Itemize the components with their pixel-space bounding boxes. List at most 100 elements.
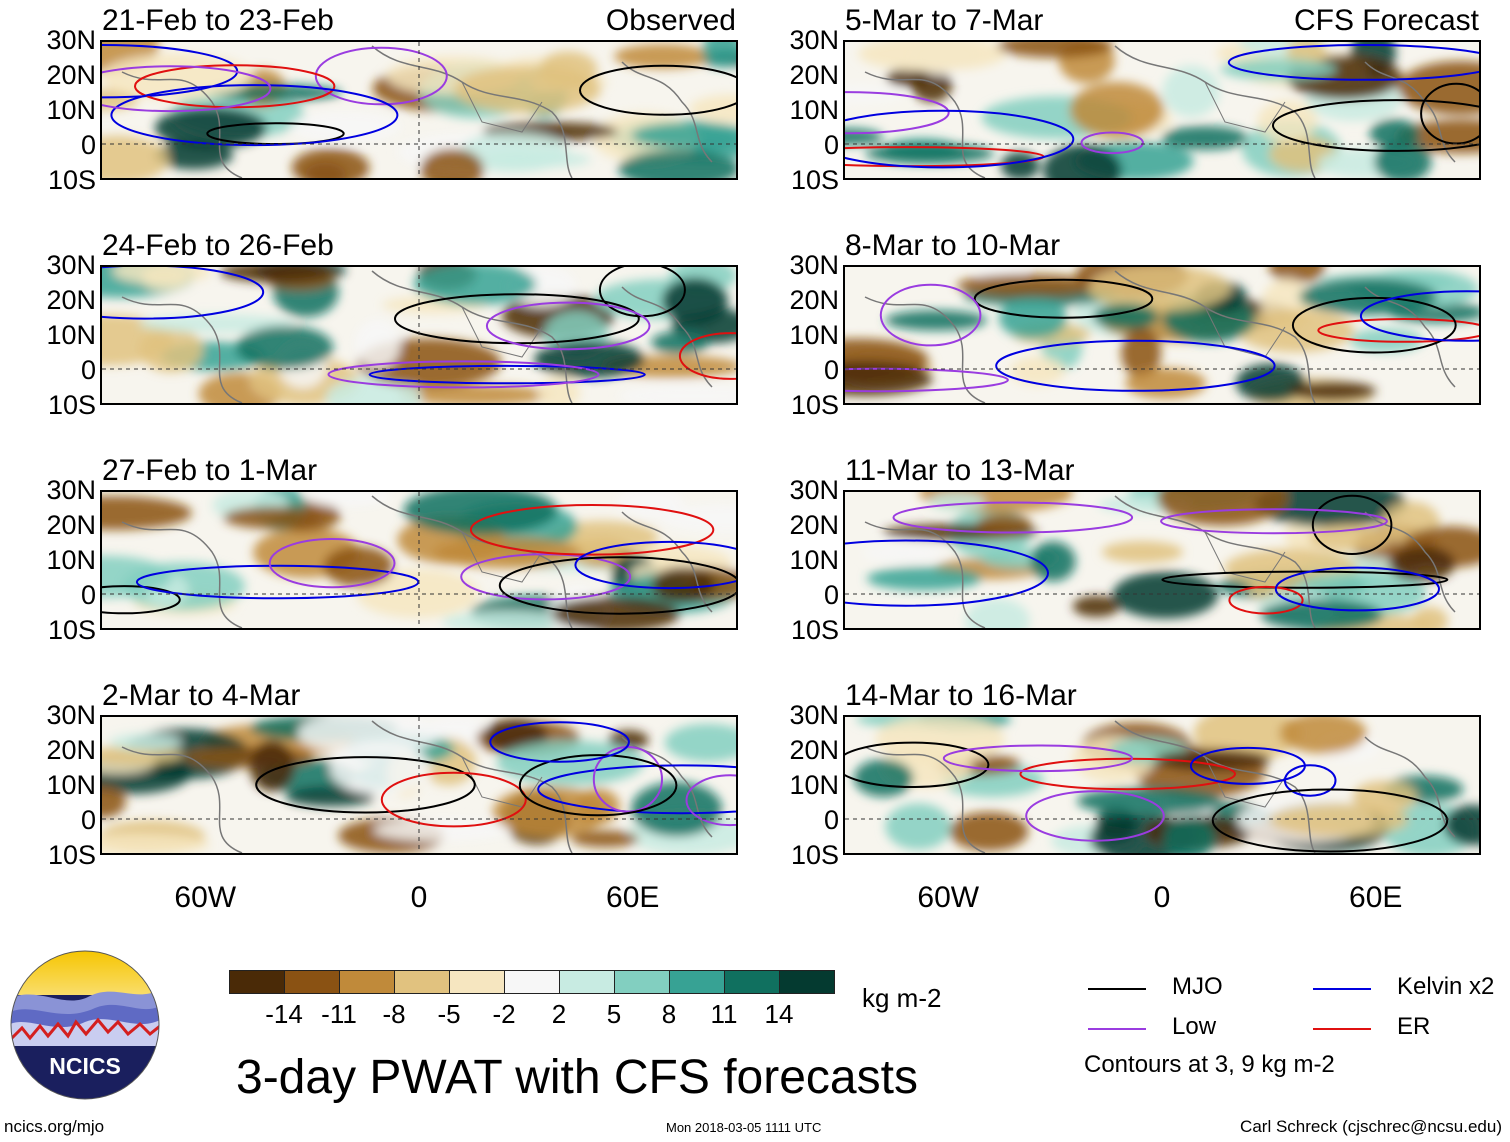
panel-title: 27-Feb to 1-Mar [102,454,318,487]
pwat-map [843,40,1481,180]
colorbar-tick-label: 2 [551,999,567,1029]
legend-label: MJO [1172,973,1223,1000]
footer-url: ncics.org/mjo [4,1117,105,1136]
colorbar-tick-label: 5 [606,999,622,1029]
lat-label: 10S [790,390,839,420]
lat-label: 20N [46,735,96,765]
pwat-map [843,490,1481,630]
lat-label: 30N [789,475,839,505]
lat-label: 30N [789,700,839,730]
lat-label: 10S [47,615,96,645]
lon-label: 60E [1349,881,1403,914]
lat-label: 20N [789,285,839,315]
lat-label: 10S [47,840,96,870]
lat-label: 30N [46,25,96,55]
legend-label: Low [1172,1013,1217,1040]
pwat-map [100,265,738,405]
legend-label: Kelvin x2 [1397,973,1495,1000]
lat-label: 10S [790,615,839,645]
main-title: 3-day PWAT with CFS forecasts [236,1051,918,1104]
lat-label: 20N [46,60,96,90]
legend-swatch [1088,1028,1146,1030]
lat-label: 10S [47,165,96,195]
lat-label: 10S [790,165,839,195]
lat-label: 0 [823,580,839,610]
panel-title: 14-Mar to 16-Mar [845,679,1077,712]
pwat-map [100,490,738,630]
colorbar-swatch [339,970,395,994]
lat-label: 10S [47,390,96,420]
pwat-map [100,715,738,855]
colorbar-swatch [724,970,780,994]
legend-swatch [1088,988,1146,990]
lat-label: 0 [80,580,96,610]
panel-title: 21-Feb to 23-Feb [102,4,334,37]
lat-label: 10N [789,320,839,350]
lon-label: 60W [917,881,980,914]
panel-title: 11-Mar to 13-Mar [845,454,1075,487]
colorbar-swatch [614,970,670,994]
footer-timestamp: Mon 2018-03-05 1111 UTC [666,1120,822,1135]
colorbar-tick-label: 8 [661,999,677,1029]
lat-label: 10N [46,320,96,350]
lat-label: 10N [46,545,96,575]
lat-label: 10N [46,95,96,125]
panel-title: 5-Mar to 7-Mar [845,4,1044,37]
colorbar-tick-label: -11 [321,999,357,1029]
panel-title: 8-Mar to 10-Mar [845,229,1061,262]
lon-label: 0 [1153,881,1171,914]
colorbar-swatch [559,970,615,994]
lon-label: 60E [606,881,660,914]
lat-label: 10N [789,770,839,800]
colorbar-tick-label: 14 [764,999,794,1029]
lat-label: 30N [46,250,96,280]
lat-label: 10N [789,545,839,575]
lat-label: 0 [80,805,96,835]
colorbar-tick-label: -8 [382,999,406,1029]
colorbar-swatch [284,970,340,994]
colorbar-swatch [779,970,835,994]
lat-label: 0 [80,355,96,385]
lat-label: 0 [823,130,839,160]
lat-label: 10N [789,95,839,125]
colorbar-swatch [669,970,725,994]
lat-label: 10S [790,840,839,870]
lat-label: 0 [80,130,96,160]
contour-note: Contours at 3, 9 kg m-2 [1084,1051,1335,1078]
lat-label: 20N [46,510,96,540]
pwat-map [843,265,1481,405]
lat-label: 0 [823,805,839,835]
colorbar-swatch [229,970,285,994]
pwat-map [100,40,738,180]
lat-label: 20N [789,735,839,765]
pwat-map [843,715,1481,855]
panel-tag: CFS Forecast [1293,4,1479,37]
lon-label: 0 [410,881,428,914]
colorbar-swatch [394,970,450,994]
lat-label: 30N [46,475,96,505]
colorbar-swatch [504,970,560,994]
lat-label: 20N [789,510,839,540]
colorbar-tick-label: -14 [265,999,303,1029]
panel-tag: Observed [605,4,736,37]
colorbar-swatch [449,970,505,994]
legend-swatch [1313,988,1371,990]
legend-label: ER [1397,1013,1431,1040]
footer-author: Carl Schreck (cjschrec@ncsu.edu) [1240,1117,1502,1136]
panel-title: 2-Mar to 4-Mar [102,679,301,712]
lat-label: 30N [789,250,839,280]
panel-title: 24-Feb to 26-Feb [102,229,334,262]
lat-label: 20N [46,285,96,315]
logo-text: NCICS [49,1053,121,1079]
colorbar-tick-label: -2 [492,999,516,1029]
colorbar-units: kg m-2 [862,983,942,1013]
lon-label: 60W [174,881,237,914]
legend-swatch [1313,1028,1371,1030]
lat-label: 20N [789,60,839,90]
colorbar-tick-label: 11 [710,999,738,1029]
lat-label: 30N [789,25,839,55]
lat-label: 30N [46,700,96,730]
lat-label: 10N [46,770,96,800]
lat-label: 0 [823,355,839,385]
colorbar-tick-label: -5 [437,999,461,1029]
